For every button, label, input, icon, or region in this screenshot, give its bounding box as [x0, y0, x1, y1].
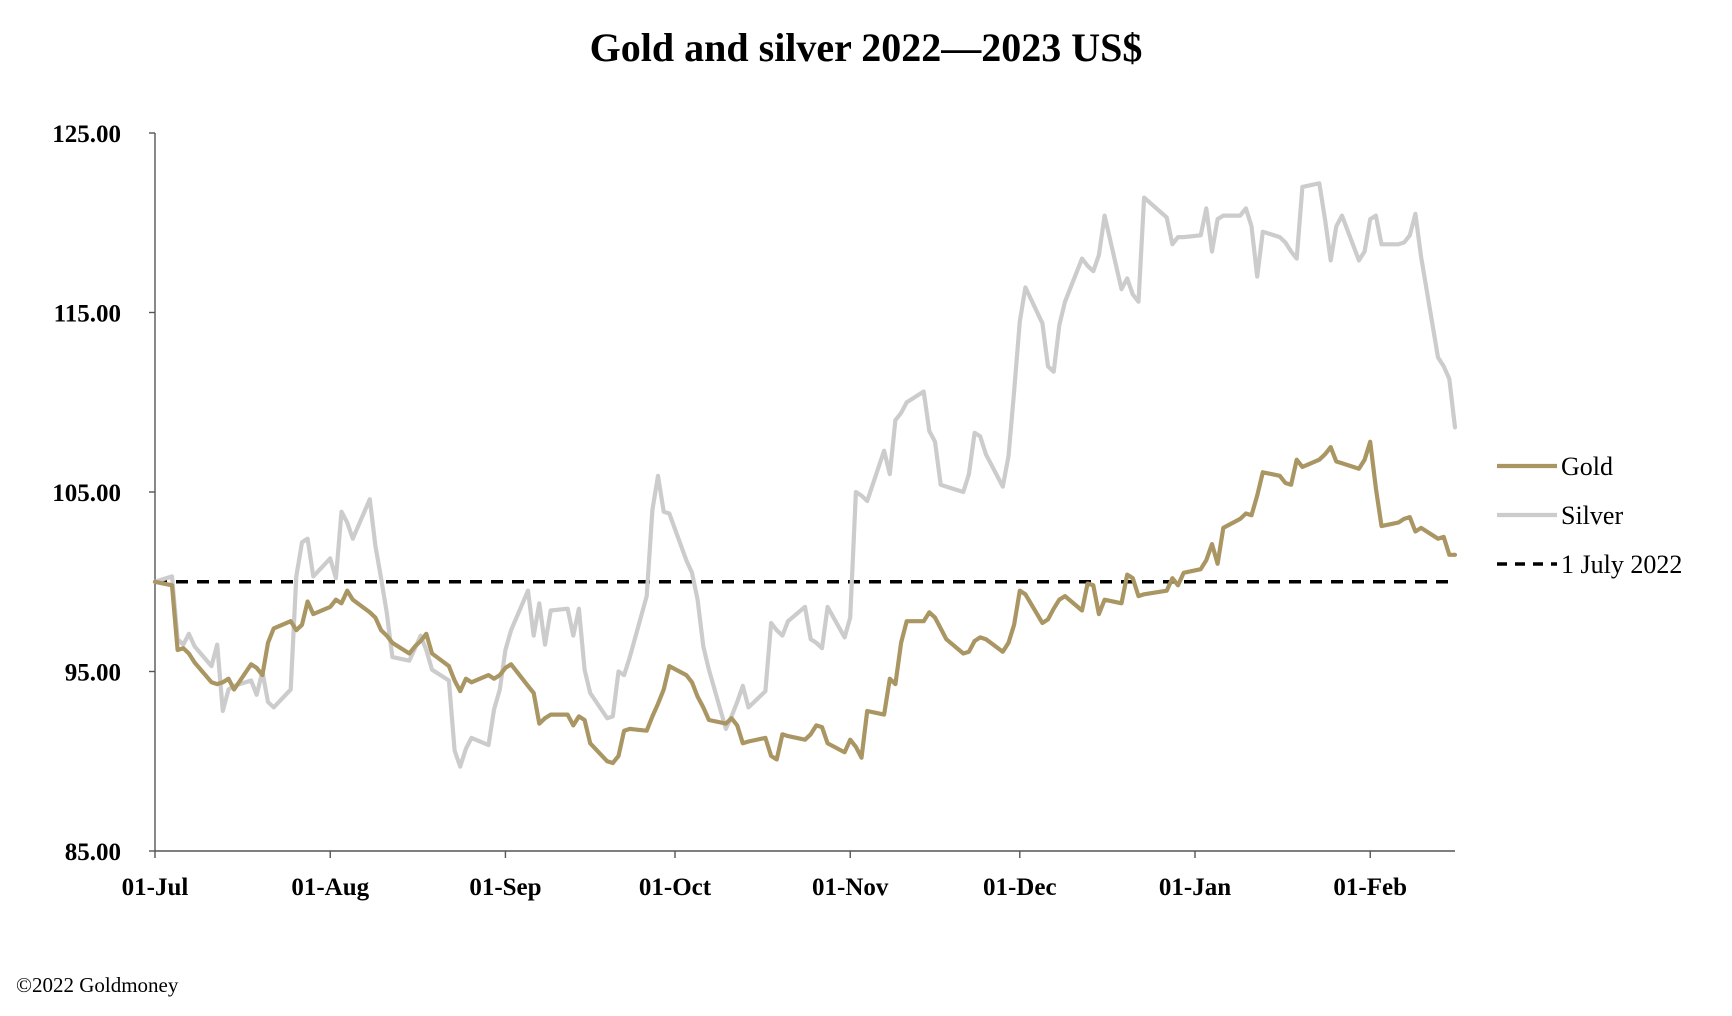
legend: Gold Silver 1 July 2022 [1497, 452, 1682, 579]
x-tick-label: 01-Oct [639, 874, 712, 901]
series-line-gold [152, 439, 1458, 766]
x-tick-label: 01-Jan [1159, 874, 1231, 901]
y-tick-label: 95.00 [65, 660, 121, 687]
series-lines [152, 181, 1458, 769]
series-line-silver [152, 181, 1458, 769]
chart-title: Gold and silver 2022—2023 US$ [589, 25, 1143, 70]
x-tick-label: 01-Nov [812, 874, 889, 901]
copyright-text: ©2022 Goldmoney [16, 973, 179, 997]
x-tick-label: 01-Jul [122, 874, 189, 901]
axes: 85.00 95.00 105.00 115.00 125.00 01-Jul 01-Aug… [52, 121, 1455, 901]
x-tick-label: 01-Sep [469, 874, 541, 901]
y-tick-label: 125.00 [52, 121, 121, 148]
legend-label: Silver [1561, 501, 1623, 530]
legend-label: Gold [1561, 452, 1613, 481]
x-tick-label: 01-Dec [983, 874, 1057, 901]
x-tick-label: 01-Feb [1333, 874, 1407, 901]
y-tick-label: 115.00 [54, 301, 121, 328]
y-tick-label: 85.00 [65, 839, 121, 866]
x-tick-label: 01-Aug [291, 874, 369, 901]
y-tick-label: 105.00 [52, 480, 121, 507]
legend-label: 1 July 2022 [1561, 550, 1682, 579]
